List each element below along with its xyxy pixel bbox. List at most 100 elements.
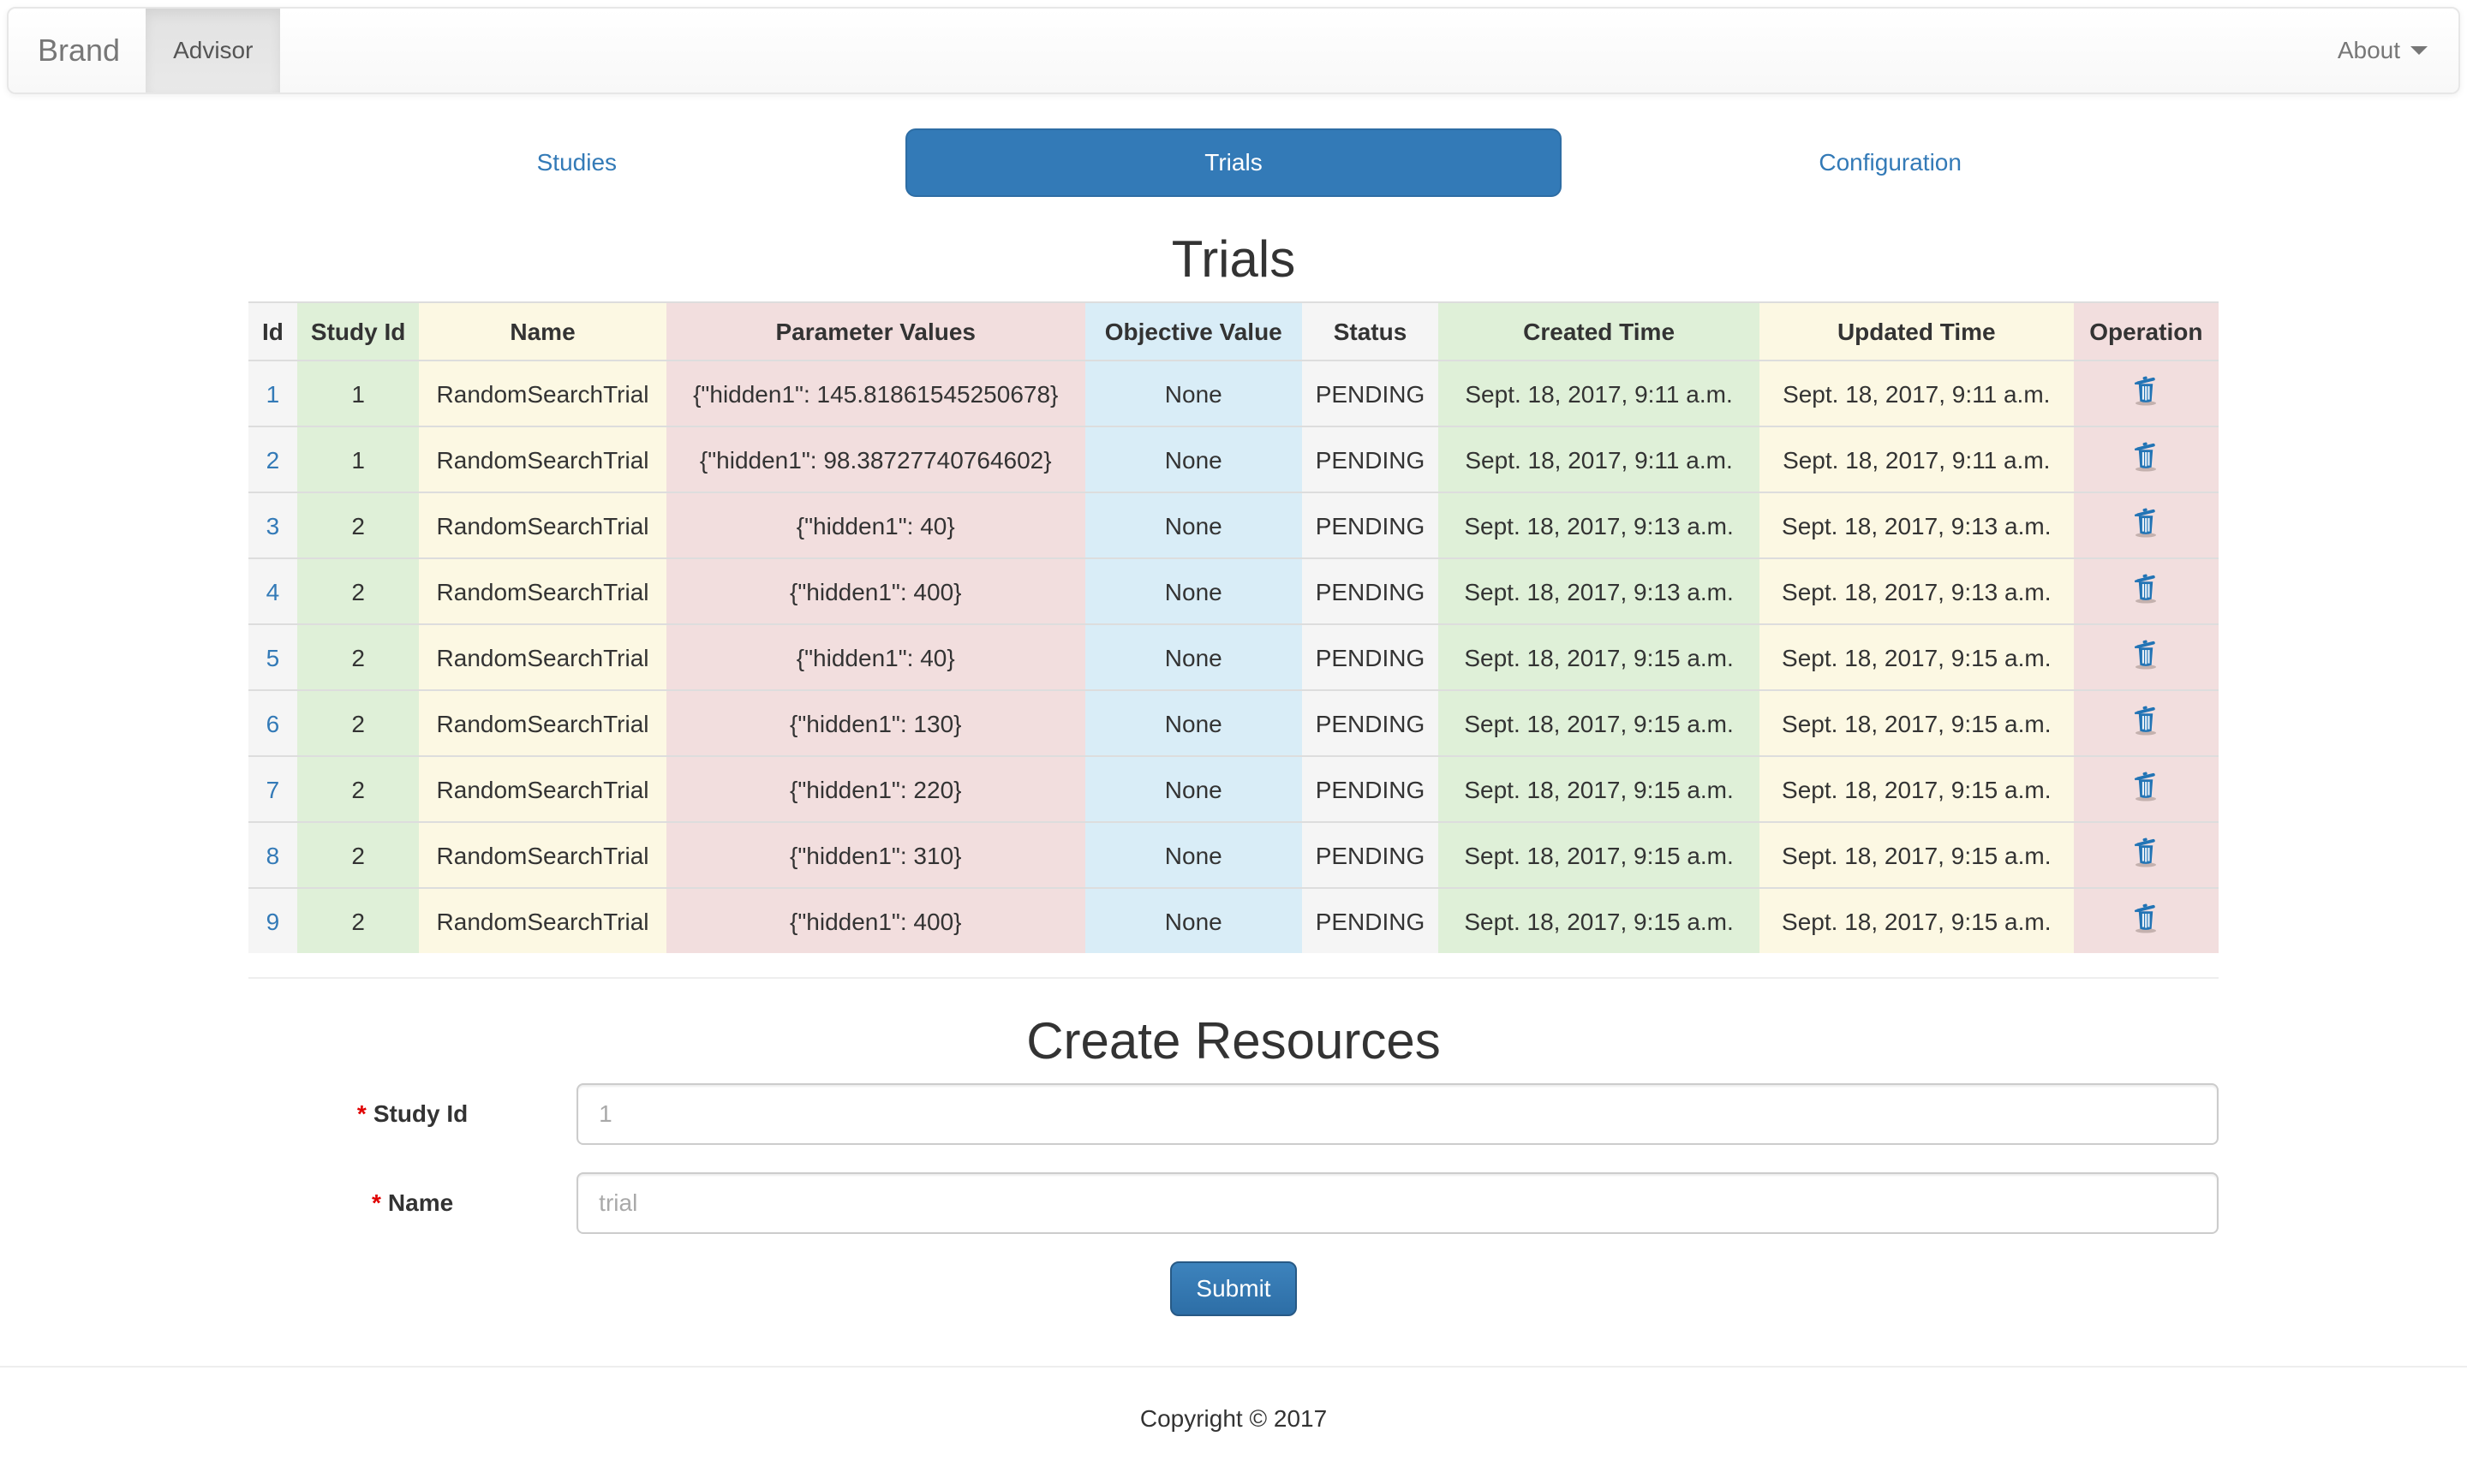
cell-params: {"hidden1": 220} <box>666 755 1085 822</box>
table-row: 6 2 RandomSearchTrial {"hidden1": 130} N… <box>248 689 2219 756</box>
cell-study-id: 2 <box>296 623 420 690</box>
name-field[interactable] <box>576 1172 2219 1234</box>
cell-params: {"hidden1": 40} <box>666 623 1085 690</box>
column-header-params: Parameter Values <box>666 301 1085 361</box>
cell-updated: Sept. 18, 2017, 9:15 a.m. <box>1759 623 2074 690</box>
cell-name: RandomSearchTrial <box>419 426 666 492</box>
trash-icon <box>2134 506 2157 538</box>
nav-item-advisor[interactable]: Advisor <box>146 9 281 92</box>
trial-id-link[interactable]: 8 <box>266 842 280 869</box>
cell-study-id: 1 <box>296 426 420 492</box>
required-asterisk: * <box>356 1100 367 1127</box>
column-header-operation: Operation <box>2073 301 2219 361</box>
cell-objective: None <box>1084 557 1302 624</box>
cell-status: PENDING <box>1301 360 1439 426</box>
trial-id-link[interactable]: 7 <box>266 776 280 803</box>
cell-objective: None <box>1084 426 1302 492</box>
trial-id-link[interactable]: 2 <box>266 446 280 474</box>
cell-params: {"hidden1": 400} <box>666 887 1085 953</box>
cell-created: Sept. 18, 2017, 9:15 a.m. <box>1438 755 1759 822</box>
column-header-id: Id <box>248 301 297 361</box>
delete-trial-button[interactable] <box>2131 505 2160 538</box>
table-row: 1 1 RandomSearchTrial {"hidden1": 145.81… <box>248 360 2219 426</box>
cell-status: PENDING <box>1301 557 1439 624</box>
cell-name: RandomSearchTrial <box>419 689 666 756</box>
table-row: 9 2 RandomSearchTrial {"hidden1": 400} N… <box>248 887 2219 953</box>
tab-studies[interactable]: Studies <box>536 149 618 176</box>
column-header-status: Status <box>1301 301 1439 361</box>
cell-updated: Sept. 18, 2017, 9:15 a.m. <box>1759 755 2074 822</box>
name-label: * Name <box>372 1189 454 1216</box>
cell-updated: Sept. 18, 2017, 9:11 a.m. <box>1759 426 2074 492</box>
trial-id-link[interactable]: 5 <box>266 644 280 671</box>
cell-objective: None <box>1084 623 1302 690</box>
create-resources-title: Create Resources <box>1026 1012 1441 1070</box>
cell-updated: Sept. 18, 2017, 9:13 a.m. <box>1759 492 2074 558</box>
table-row: 5 2 RandomSearchTrial {"hidden1": 40} No… <box>248 623 2219 690</box>
column-header-study-id: Study Id <box>296 301 420 361</box>
table-row: 3 2 RandomSearchTrial {"hidden1": 40} No… <box>248 492 2219 558</box>
trial-id-link[interactable]: 1 <box>266 380 280 408</box>
cell-created: Sept. 18, 2017, 9:13 a.m. <box>1438 557 1759 624</box>
page-title: Trials <box>1171 230 1296 288</box>
cell-objective: None <box>1084 755 1302 822</box>
cell-objective: None <box>1084 492 1302 558</box>
create-resources-form: *Study Id *Name Submit <box>248 1083 2219 1316</box>
delete-trial-button[interactable] <box>2131 439 2160 472</box>
cell-name: RandomSearchTrial <box>419 887 666 953</box>
cell-params: {"hidden1": 145.81861545250678} <box>666 360 1085 426</box>
cell-study-id: 1 <box>296 360 420 426</box>
cell-study-id: 2 <box>296 755 420 822</box>
column-header-objective: Objective Value <box>1084 301 1302 361</box>
cell-name: RandomSearchTrial <box>419 623 666 690</box>
study-id-label: * Study Id <box>356 1100 469 1127</box>
cell-name: RandomSearchTrial <box>419 360 666 426</box>
delete-trial-button[interactable] <box>2131 637 2160 670</box>
cell-status: PENDING <box>1301 887 1439 953</box>
delete-trial-button[interactable] <box>2131 571 2160 604</box>
table-row: 7 2 RandomSearchTrial {"hidden1": 220} N… <box>248 755 2219 822</box>
cell-status: PENDING <box>1301 623 1439 690</box>
cell-study-id: 2 <box>296 492 420 558</box>
column-header-created: Created Time <box>1438 301 1759 361</box>
trials-table: Id Study Id Name Parameter Values Object… <box>248 301 2219 953</box>
delete-trial-button[interactable] <box>2131 373 2160 406</box>
tab-trials[interactable]: Trials <box>905 128 1562 197</box>
cell-created: Sept. 18, 2017, 9:15 a.m. <box>1438 689 1759 756</box>
about-dropdown[interactable]: About <box>2307 9 2458 92</box>
brand-link[interactable]: Brand <box>38 33 121 68</box>
trial-id-link[interactable]: 6 <box>266 710 280 737</box>
about-label: About <box>2337 37 2400 63</box>
navbar-spacer <box>280 9 2306 92</box>
cell-params: {"hidden1": 310} <box>666 821 1085 888</box>
top-navbar: Brand Advisor About <box>7 7 2460 94</box>
delete-trial-button[interactable] <box>2131 703 2160 736</box>
cell-params: {"hidden1": 400} <box>666 557 1085 624</box>
cell-status: PENDING <box>1301 492 1439 558</box>
table-header-row: Id Study Id Name Parameter Values Object… <box>248 301 2219 361</box>
study-id-field[interactable] <box>576 1083 2219 1145</box>
column-header-name: Name <box>419 301 666 361</box>
cell-created: Sept. 18, 2017, 9:11 a.m. <box>1438 360 1759 426</box>
trial-id-link[interactable]: 4 <box>266 578 280 605</box>
trial-id-link[interactable]: 3 <box>266 512 280 539</box>
trial-id-link[interactable]: 9 <box>266 908 280 935</box>
cell-study-id: 2 <box>296 821 420 888</box>
cell-objective: None <box>1084 821 1302 888</box>
cell-objective: None <box>1084 887 1302 953</box>
table-row: 4 2 RandomSearchTrial {"hidden1": 400} N… <box>248 557 2219 624</box>
cell-name: RandomSearchTrial <box>419 821 666 888</box>
cell-created: Sept. 18, 2017, 9:13 a.m. <box>1438 492 1759 558</box>
submit-button[interactable]: Submit <box>1170 1261 1297 1316</box>
cell-created: Sept. 18, 2017, 9:15 a.m. <box>1438 821 1759 888</box>
trash-icon <box>2134 902 2157 933</box>
footer-copyright: Copyright © 2017 <box>1139 1405 1328 1432</box>
tab-configuration[interactable]: Configuration <box>1819 149 1962 176</box>
delete-trial-button[interactable] <box>2131 835 2160 867</box>
cell-name: RandomSearchTrial <box>419 755 666 822</box>
cell-updated: Sept. 18, 2017, 9:15 a.m. <box>1759 689 2074 756</box>
section-tabs: Studies Trials Configuration <box>248 128 2219 197</box>
delete-trial-button[interactable] <box>2131 769 2160 802</box>
delete-trial-button[interactable] <box>2131 901 2160 933</box>
trash-icon <box>2134 704 2157 736</box>
